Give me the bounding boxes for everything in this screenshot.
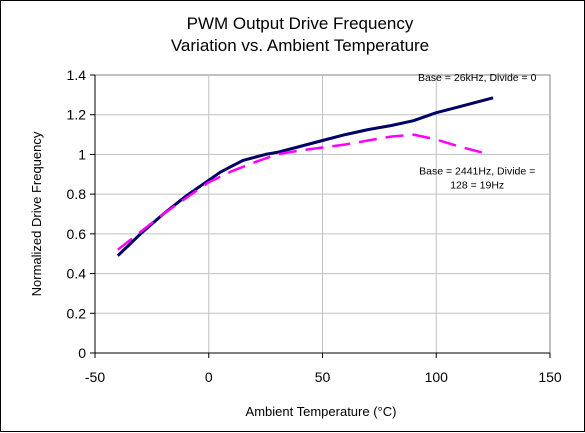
x-tick-label: 100 — [425, 369, 449, 385]
x-tick-label: 0 — [205, 369, 213, 385]
y-tick-label: 0.6 — [67, 226, 87, 242]
series-line-2 — [117, 133, 483, 251]
annotation-line: 128 = 19Hz — [450, 179, 504, 191]
annotations: Base = 26kHz, Divide = 0 Base = 2441Hz, D… — [418, 72, 537, 191]
y-tick-label: 1.2 — [67, 107, 87, 123]
x-axis-label: Ambient Temperature (°C) — [246, 404, 397, 419]
x-tick-labels: -50 0 50 100 150 — [85, 369, 562, 385]
annotation-2: Base = 2441Hz, Divide = 128 = 19Hz — [419, 165, 535, 191]
y-tick-label: 0.4 — [67, 266, 87, 282]
annotation-line: Base = 26kHz, Divide = 0 — [418, 72, 537, 84]
y-tick-labels: 0 0.2 0.4 0.6 0.8 1 1.2 1.4 — [67, 67, 87, 361]
y-tick-label: 0.2 — [67, 305, 87, 321]
y-tick-label: 0 — [78, 345, 86, 361]
y-tick-label: 0.8 — [67, 186, 87, 202]
grid-lines — [95, 75, 550, 353]
annotation-line: Base = 2441Hz, Divide = — [419, 165, 535, 177]
series-lines — [116, 96, 494, 257]
y-tick-label: 1.4 — [67, 67, 87, 83]
x-tick-label: -50 — [85, 369, 105, 385]
x-tick-label: 50 — [315, 369, 331, 385]
chart-title-line-2: Variation vs. Ambient Temperature — [171, 36, 429, 55]
axes — [90, 74, 551, 358]
y-axis-label: Normalized Drive Frequency — [29, 131, 44, 296]
series-line-1 — [116, 96, 494, 257]
annotation-1: Base = 26kHz, Divide = 0 — [418, 72, 537, 84]
chart-title-line-1: PWM Output Drive Frequency — [187, 14, 414, 33]
y-tick-label: 1 — [78, 146, 86, 162]
x-tick-label: 150 — [538, 369, 562, 385]
